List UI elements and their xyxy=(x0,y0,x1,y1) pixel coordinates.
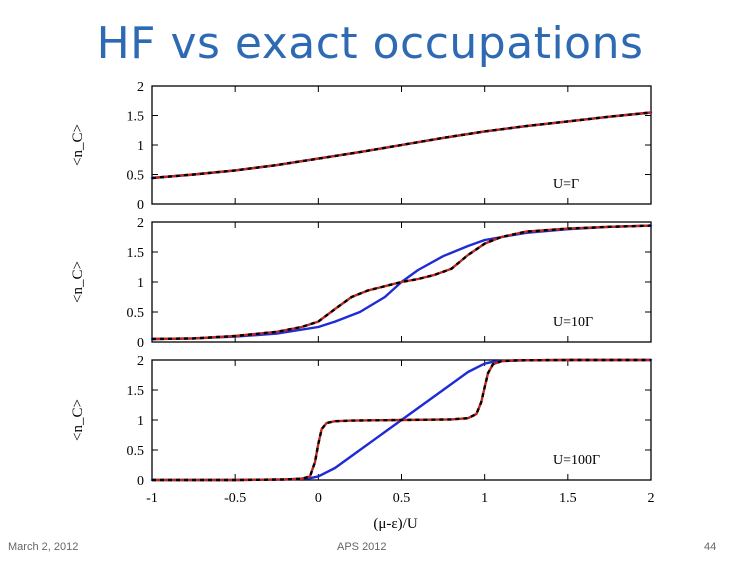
x-tick-label: 0.5 xyxy=(393,491,411,506)
x-tick-label: 1 xyxy=(481,491,488,506)
x-tick-label: -1 xyxy=(146,491,158,506)
y-tick-label: 0.5 xyxy=(127,169,145,184)
footer-conference: APS 2012 xyxy=(337,541,387,553)
panel-annotation: U=10Γ xyxy=(553,315,593,330)
y-tick-label: 0.5 xyxy=(127,306,145,321)
y-tick-label: 0 xyxy=(137,474,144,489)
x-tick-label: -0.5 xyxy=(224,491,246,506)
y-axis-label: <n_C> xyxy=(70,261,86,303)
y-tick-label: 2 xyxy=(137,216,144,231)
footer-slide-number: 44 xyxy=(704,541,717,553)
exact-curve-middle xyxy=(151,224,652,341)
y-axis-label: <n_C> xyxy=(70,124,86,166)
x-tick-label: 2 xyxy=(648,491,655,506)
y-axis-label: <n_C> xyxy=(70,399,86,441)
x-tick-label: 1.5 xyxy=(559,491,577,506)
y-tick-label: 1.5 xyxy=(127,246,145,261)
exact-curve-dash-bottom xyxy=(152,358,651,482)
y-tick-label: 1 xyxy=(137,414,144,429)
footer-date: March 2, 2012 xyxy=(8,541,79,553)
y-tick-label: 0.5 xyxy=(127,444,145,459)
y-tick-label: 0 xyxy=(137,198,144,213)
y-tick-label: 1 xyxy=(137,276,144,291)
x-axis-label: (μ-ε)/U xyxy=(373,516,417,532)
y-tick-label: 0 xyxy=(137,336,144,351)
y-tick-label: 1 xyxy=(137,139,144,154)
panel-annotation: U=Γ xyxy=(553,177,579,192)
slide-title: HF vs exact occupations xyxy=(96,18,644,69)
panel-annotation: U=100Γ xyxy=(553,453,600,468)
exact-curve-dash-top xyxy=(151,111,652,180)
y-tick-label: 2 xyxy=(137,354,144,369)
y-tick-label: 2 xyxy=(137,80,144,95)
y-tick-label: 1.5 xyxy=(127,110,145,125)
y-tick-label: 1.5 xyxy=(127,384,145,399)
x-tick-label: 0 xyxy=(315,491,322,506)
